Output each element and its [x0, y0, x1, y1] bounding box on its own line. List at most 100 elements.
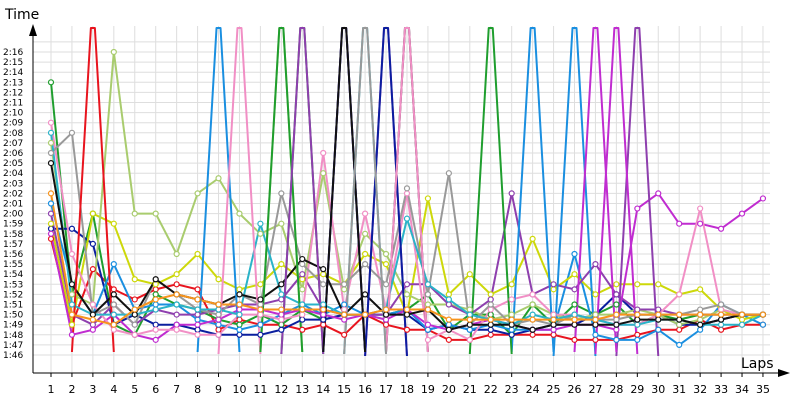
data-point	[215, 331, 222, 338]
data-point	[47, 225, 55, 232]
data-point	[215, 175, 222, 182]
data-point	[445, 326, 452, 333]
data-point	[173, 311, 180, 318]
data-point	[257, 311, 264, 318]
data-point	[110, 286, 117, 293]
x-axis-arrow	[778, 369, 790, 377]
data-point	[571, 311, 578, 318]
data-point	[717, 225, 725, 232]
data-point	[152, 296, 159, 303]
spike-line	[468, 27, 513, 355]
data-point	[466, 336, 473, 343]
data-point	[341, 301, 348, 308]
data-point	[110, 291, 117, 298]
data-point	[215, 276, 222, 283]
data-point	[676, 311, 683, 318]
data-point	[341, 306, 348, 313]
data-point	[68, 129, 76, 136]
spike-line	[552, 27, 597, 357]
x-tick-label: 21	[463, 383, 477, 396]
data-point	[717, 321, 725, 328]
data-point	[571, 316, 578, 323]
data-point	[487, 291, 494, 298]
data-point	[320, 301, 327, 308]
data-point	[759, 321, 767, 328]
y-tick-label: 1:53	[3, 280, 23, 290]
spike-line	[280, 27, 325, 355]
data-point	[194, 331, 201, 338]
data-point	[697, 321, 704, 328]
data-point	[236, 286, 243, 293]
data-point	[717, 326, 725, 333]
data-point	[529, 301, 536, 308]
data-point	[550, 321, 557, 328]
data-point	[592, 311, 599, 318]
data-point	[424, 306, 432, 313]
data-point	[47, 230, 55, 237]
data-point	[697, 286, 704, 293]
data-point	[403, 306, 411, 313]
data-point	[424, 281, 432, 288]
y-tick-label: 2:04	[3, 169, 23, 179]
data-point	[320, 306, 327, 313]
data-point	[529, 311, 536, 318]
data-point	[215, 311, 222, 318]
data-point	[173, 271, 180, 278]
data-point	[634, 205, 641, 212]
spike-line	[594, 27, 639, 355]
data-point	[676, 316, 683, 323]
data-point	[89, 326, 96, 333]
data-point	[236, 331, 243, 338]
data-point	[110, 301, 117, 308]
data-point	[571, 301, 578, 308]
data-point	[236, 316, 243, 323]
x-tick-labels: 1 2 3 4 5 6 7 8 9 10 11 12 13 14 15 16 17 18 19 20 21 22 23 24 2…	[48, 373, 770, 396]
data-point	[655, 311, 662, 318]
data-point	[152, 326, 159, 333]
data-point	[152, 336, 159, 343]
spike-line	[70, 27, 115, 353]
y-tick-label: 2:01	[3, 200, 23, 210]
data-point	[236, 301, 243, 308]
data-point	[194, 306, 201, 313]
spike-line	[364, 27, 408, 357]
data-point	[697, 311, 704, 318]
data-point	[445, 170, 452, 177]
data-point	[487, 331, 494, 338]
data-point	[236, 291, 243, 298]
data-point	[131, 296, 138, 303]
data-point	[299, 316, 306, 323]
data-point	[278, 306, 285, 313]
y-tick-label: 2:00	[3, 210, 23, 220]
data-point	[676, 220, 683, 227]
axes	[29, 24, 790, 377]
data-point	[697, 316, 704, 323]
x-tick-label: 3	[89, 383, 96, 396]
data-point	[47, 119, 55, 126]
data-point	[131, 306, 138, 313]
y-tick-label: 2:06	[3, 149, 23, 159]
data-point	[152, 276, 159, 283]
data-point	[717, 311, 725, 318]
data-point	[487, 296, 494, 303]
data-point	[47, 220, 55, 227]
data-point	[634, 331, 641, 338]
data-point	[341, 281, 348, 288]
x-tick-label: 34	[735, 383, 749, 396]
data-point	[320, 271, 327, 278]
data-point	[634, 336, 641, 343]
data-point	[529, 331, 536, 338]
data-point	[215, 306, 222, 313]
spike-line	[615, 27, 660, 357]
x-tick-label: 19	[421, 383, 435, 396]
y-tick-label: 2:08	[3, 129, 23, 139]
y-tick-label: 1:56	[3, 250, 23, 260]
data-point	[194, 321, 201, 328]
data-point	[110, 321, 117, 328]
data-point	[592, 261, 599, 268]
data-point	[738, 311, 746, 318]
y-tick-label: 1:50	[3, 311, 23, 321]
data-point	[550, 331, 557, 338]
data-point	[278, 291, 285, 298]
